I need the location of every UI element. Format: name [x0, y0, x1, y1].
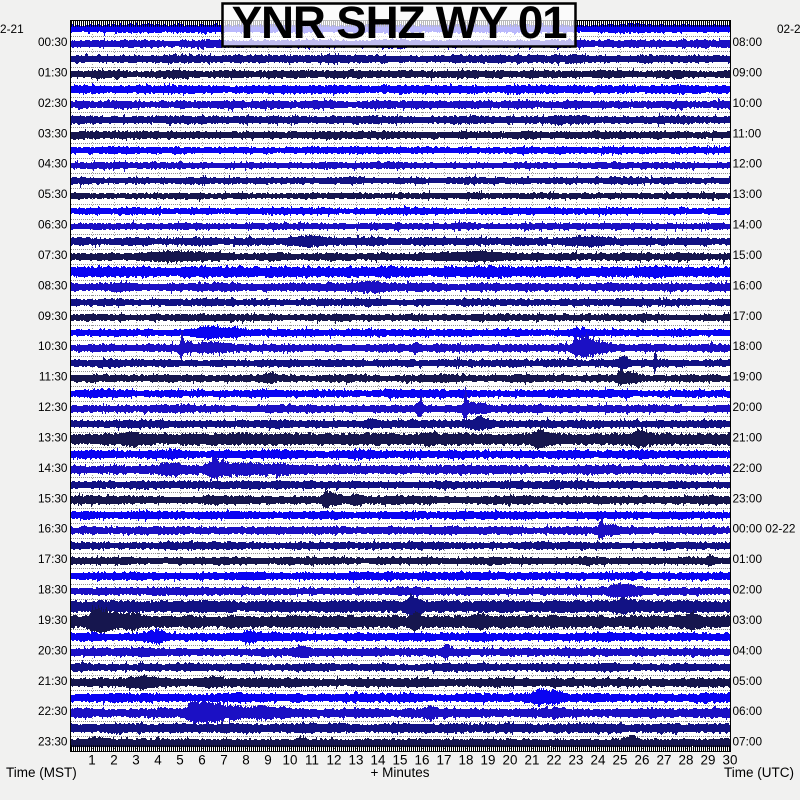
svg-text:02-21: 02-21	[0, 22, 24, 36]
svg-text:18:00: 18:00	[733, 339, 763, 353]
svg-text:04:00: 04:00	[733, 643, 763, 657]
svg-text:20: 20	[503, 753, 518, 768]
svg-text:8: 8	[242, 753, 249, 768]
svg-text:15: 15	[393, 753, 408, 768]
svg-text:20:00: 20:00	[733, 400, 763, 414]
svg-text:02:00: 02:00	[733, 583, 763, 597]
svg-text:27: 27	[657, 753, 672, 768]
svg-text:23:00: 23:00	[733, 491, 763, 505]
svg-text:05:30: 05:30	[38, 187, 68, 201]
svg-text:01:30: 01:30	[38, 65, 68, 79]
svg-text:10:30: 10:30	[38, 339, 68, 353]
svg-text:19: 19	[481, 753, 496, 768]
svg-text:YNR SHZ WY 01: YNR SHZ WY 01	[232, 0, 567, 48]
svg-text:23: 23	[569, 753, 584, 768]
svg-text:03:00: 03:00	[733, 613, 763, 627]
svg-text:1: 1	[88, 753, 95, 768]
svg-text:05:00: 05:00	[733, 674, 763, 688]
svg-text:22: 22	[547, 753, 562, 768]
svg-text:14:00: 14:00	[733, 218, 763, 232]
svg-text:10:00: 10:00	[733, 96, 763, 110]
svg-text:13: 13	[349, 753, 364, 768]
svg-text:+ Minutes: + Minutes	[371, 765, 430, 780]
svg-text:3: 3	[132, 753, 139, 768]
svg-text:03:30: 03:30	[38, 126, 68, 140]
svg-text:16:30: 16:30	[38, 522, 68, 536]
svg-text:21: 21	[525, 753, 540, 768]
svg-text:16:00: 16:00	[733, 278, 763, 292]
svg-text:14: 14	[371, 753, 386, 768]
svg-text:22:30: 22:30	[38, 704, 68, 718]
svg-text:11:30: 11:30	[39, 370, 68, 384]
svg-text:12: 12	[327, 753, 342, 768]
svg-text:16: 16	[415, 753, 430, 768]
svg-text:10: 10	[283, 753, 298, 768]
svg-text:02:30: 02:30	[38, 96, 68, 110]
svg-text:00:00 02-22: 00:00 02-22	[733, 522, 796, 536]
svg-text:24: 24	[591, 753, 606, 768]
svg-text:6: 6	[198, 753, 205, 768]
svg-text:13:00: 13:00	[733, 187, 763, 201]
svg-text:08:30: 08:30	[38, 278, 68, 292]
svg-text:21:30: 21:30	[38, 674, 68, 688]
svg-text:5: 5	[176, 753, 183, 768]
svg-text:15:00: 15:00	[733, 248, 763, 262]
svg-text:4: 4	[154, 753, 162, 768]
svg-text:19:00: 19:00	[733, 370, 763, 384]
svg-text:01:00: 01:00	[733, 552, 763, 566]
svg-text:18: 18	[459, 753, 474, 768]
svg-text:07:00: 07:00	[733, 735, 763, 749]
svg-text:13:30: 13:30	[38, 430, 68, 444]
svg-text:04:30: 04:30	[38, 157, 68, 171]
svg-text:9: 9	[264, 753, 271, 768]
svg-text:15:30: 15:30	[38, 491, 68, 505]
svg-text:09:00: 09:00	[733, 65, 763, 79]
svg-text:12:00: 12:00	[733, 157, 763, 171]
svg-text:00:30: 00:30	[38, 35, 68, 49]
svg-text:17:30: 17:30	[38, 552, 68, 566]
svg-text:14:30: 14:30	[38, 461, 68, 475]
svg-text:17:00: 17:00	[733, 309, 763, 323]
svg-text:07:30: 07:30	[38, 248, 68, 262]
svg-text:7: 7	[220, 753, 227, 768]
svg-text:28: 28	[679, 753, 694, 768]
svg-text:20:30: 20:30	[38, 643, 68, 657]
svg-text:22:00: 22:00	[733, 461, 763, 475]
svg-text:06:30: 06:30	[38, 218, 68, 232]
svg-text:18:30: 18:30	[38, 583, 68, 597]
svg-text:17: 17	[437, 753, 452, 768]
svg-text:Time (MST): Time (MST)	[6, 765, 77, 780]
svg-text:29: 29	[701, 753, 716, 768]
svg-text:21:00: 21:00	[733, 430, 763, 444]
svg-text:09:30: 09:30	[38, 309, 68, 323]
svg-text:2: 2	[110, 753, 117, 768]
svg-text:25: 25	[613, 753, 628, 768]
svg-text:23:30: 23:30	[38, 735, 68, 749]
svg-text:11: 11	[305, 753, 319, 768]
svg-text:26: 26	[635, 753, 650, 768]
svg-text:02-21: 02-21	[777, 22, 800, 36]
svg-text:08:00: 08:00	[733, 35, 763, 49]
svg-text:Time (UTC): Time (UTC)	[724, 765, 794, 780]
svg-text:30: 30	[723, 753, 738, 768]
svg-text:12:30: 12:30	[38, 400, 68, 414]
svg-text:06:00: 06:00	[733, 704, 763, 718]
svg-text:11:00: 11:00	[733, 126, 762, 140]
svg-text:19:30: 19:30	[38, 613, 68, 627]
